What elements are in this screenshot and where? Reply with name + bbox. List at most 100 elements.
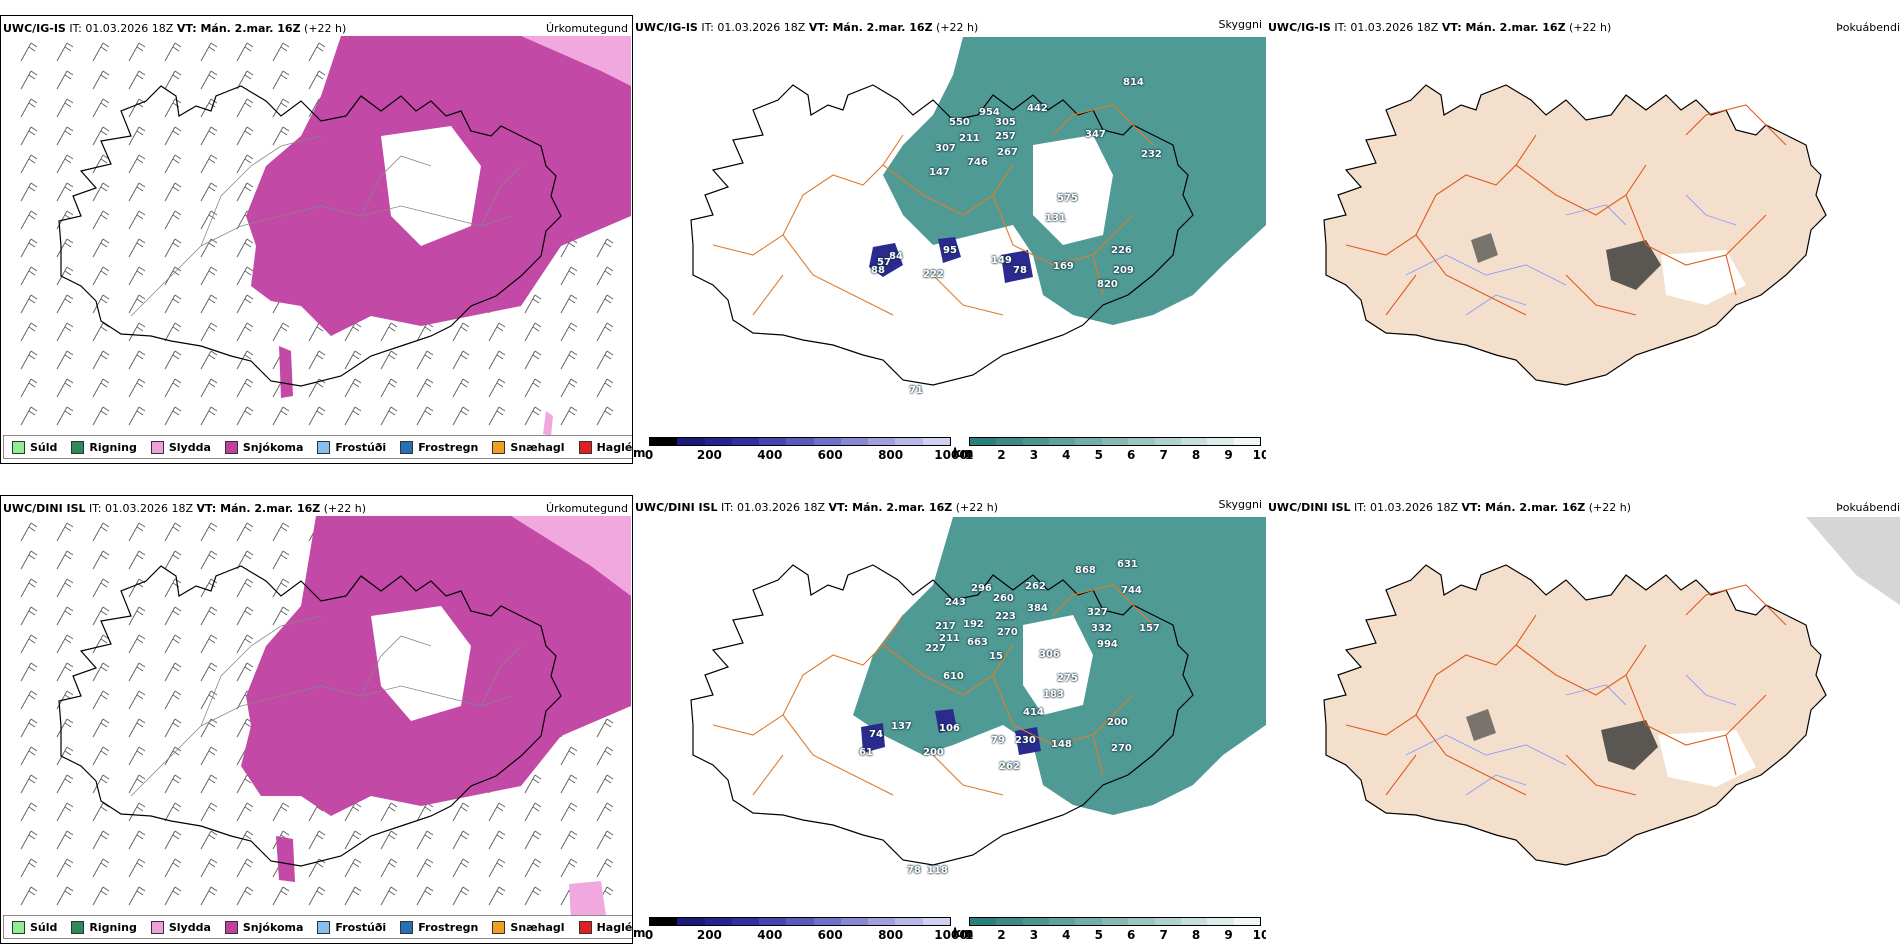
colorbar-cell: [895, 438, 923, 445]
wind-barb: [236, 406, 254, 426]
colorbar-tick: 8: [1191, 448, 1201, 462]
sleet-spot: [543, 411, 553, 436]
wind-barb: [128, 662, 146, 682]
wind-barb: [128, 378, 146, 398]
visibility-colorbar-ticks: 1 2 3 4 5 6 7 8 9 10: [965, 926, 1266, 942]
height-blob: [869, 243, 903, 277]
wind-barb: [164, 550, 182, 570]
wind-barb: [56, 802, 74, 822]
height-label: 230: [1015, 735, 1036, 746]
colorbar-tick: 2: [997, 448, 1006, 462]
wind-barb: [416, 378, 434, 398]
wind-barb: [20, 126, 38, 146]
wind-barb: [20, 154, 38, 174]
visibility-colorbar-cells: [969, 917, 1261, 926]
wind-barb: [560, 378, 578, 398]
wind-barb: [596, 830, 614, 850]
variable-title: Skyggni: [1218, 18, 1262, 31]
wind-barb: [20, 70, 38, 90]
wind-barb: [92, 802, 110, 822]
height-label: 148: [1051, 739, 1072, 750]
wind-barb: [92, 294, 110, 314]
panel-title: UWC/DINI ISL IT: 01.03.2026 18Z VT: Mán.…: [1268, 501, 1631, 514]
wind-barb: [488, 886, 506, 906]
height-label: 260: [993, 593, 1014, 604]
wind-barb: [164, 718, 182, 738]
wind-barb: [56, 238, 74, 258]
colorbar-cell: [731, 438, 760, 445]
height-colorbar-cells: [649, 917, 951, 926]
colorbar-cell: [1128, 438, 1155, 445]
wind-barb: [272, 886, 290, 906]
legend-freezing-rain: Frostregn: [400, 440, 478, 454]
wind-barb: [56, 718, 74, 738]
wind-barb: [92, 522, 110, 542]
wind-barb: [164, 350, 182, 370]
colorbar-cell: [704, 918, 732, 925]
wind-barb: [92, 662, 110, 682]
height-label: 211: [959, 133, 980, 144]
colorbar-cell: [813, 918, 841, 925]
wind-barb: [380, 802, 398, 822]
visibility-panel-1: UWC/IG-IS IT: 01.03.2026 18Z VT: Mán. 2.…: [633, 15, 1266, 464]
wind-barb: [560, 774, 578, 794]
precip-legend: Súld Rigning Slydda Snjókoma Frostúði Fr…: [3, 435, 632, 459]
wind-barb: [56, 350, 74, 370]
wind-barb: [200, 634, 218, 654]
colorbar-tick: 400: [757, 448, 783, 462]
wind-barb: [200, 406, 218, 426]
height-colorbar: 0 200 400 600 800 1000 m: [633, 437, 968, 462]
height-label: 442: [1027, 103, 1048, 114]
swatch: [317, 920, 331, 934]
swatch: [150, 920, 164, 934]
colorbar-tick: 3: [1029, 928, 1039, 942]
wind-barb: [452, 378, 470, 398]
legend-freezing-drizzle: Frostúði: [317, 920, 386, 934]
legend-drizzle: Súld: [12, 920, 57, 934]
height-label: 88: [871, 265, 885, 276]
wind-barb: [236, 126, 254, 146]
wind-barb: [272, 606, 290, 626]
wind-barb: [272, 802, 290, 822]
wind-barb: [200, 294, 218, 314]
height-label: 575: [1057, 193, 1078, 204]
legend-freezing-drizzle: Frostúði: [317, 440, 386, 454]
colorbar-tick: 4: [1062, 928, 1071, 942]
height-blob: [935, 709, 957, 733]
colorbar-cell: [970, 918, 997, 925]
wind-barb: [128, 578, 146, 598]
colorbar-tick: 800: [878, 928, 904, 942]
wind-barb: [92, 634, 110, 654]
colorbar-cell: [813, 438, 841, 445]
wind-barb: [380, 322, 398, 342]
height-label: 137: [891, 721, 912, 732]
height-label: 243: [945, 597, 966, 608]
wind-barb: [416, 858, 434, 878]
wind-barb: [56, 662, 74, 682]
snow-spot: [276, 836, 295, 882]
colorbar-cell: [786, 918, 814, 925]
wind-barb: [380, 830, 398, 850]
wind-barb: [56, 378, 74, 398]
height-label: 663: [967, 637, 988, 648]
wind-barb: [272, 578, 290, 598]
iceland-outline: [690, 564, 1194, 866]
wind-barb: [236, 802, 254, 822]
height-label: 868: [1075, 565, 1096, 576]
colorbar-tick: 7: [1159, 448, 1168, 462]
wind-barb: [92, 70, 110, 90]
wind-barb: [272, 322, 290, 342]
height-label: 296: [971, 583, 992, 594]
height-colorbar-cells: [649, 437, 951, 446]
height-unit: m: [633, 926, 646, 940]
swatch: [317, 440, 331, 454]
height-blob: [938, 237, 961, 263]
wind-barb: [236, 522, 254, 542]
panel-title: UWC/DINI ISL IT: 01.03.2026 18Z VT: Mán.…: [635, 501, 998, 514]
legend-snow-pellets: Snæhagl: [492, 920, 565, 934]
wind-barb: [56, 42, 74, 62]
wind-barb: [56, 858, 74, 878]
height-label: 994: [1097, 639, 1118, 650]
wind-barb: [128, 322, 146, 342]
wind-barb: [380, 858, 398, 878]
